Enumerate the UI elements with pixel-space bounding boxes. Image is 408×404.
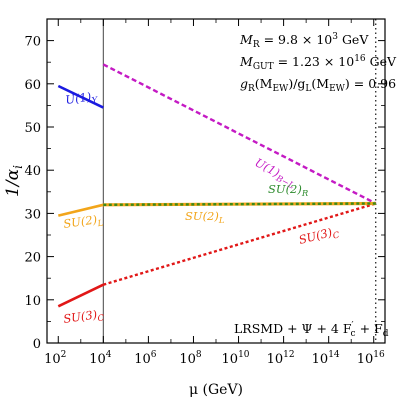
tick-layer: 0 10 20 30 40 50 60 70 102 104 106 108 1010 1012 1014 1… xyxy=(24,19,385,367)
series-label: SU(2)L xyxy=(62,212,104,234)
series-label: U(1)Y xyxy=(64,89,99,110)
x-tick-label: 104 xyxy=(89,350,112,367)
y-tick-label: 70 xyxy=(24,35,41,50)
y-tick-label: 40 xyxy=(24,164,41,179)
series-layer xyxy=(57,63,377,308)
series-line xyxy=(103,202,376,206)
y-axis-label: 1/αi xyxy=(3,165,25,197)
series-line xyxy=(57,84,104,109)
x-tick-label: 1014 xyxy=(312,350,340,367)
series-label: SU(2)L xyxy=(185,209,225,226)
x-tick-label: 106 xyxy=(134,350,157,367)
y-tick-label: 10 xyxy=(24,294,41,309)
y-tick-label: 20 xyxy=(24,251,41,266)
plot-frame xyxy=(46,18,386,344)
y-tick-label: 60 xyxy=(24,78,41,93)
series-line xyxy=(57,203,104,217)
annotation-mr: MR = 9.8 × 103 GeV xyxy=(239,32,369,50)
annotation-model: LRSMD + Ψ + 4 F′ c + Fd xyxy=(234,321,389,339)
series-line xyxy=(57,283,104,308)
series-line xyxy=(102,63,377,205)
series-label: SU(3)C xyxy=(62,306,105,329)
y-tick-label: 0 xyxy=(33,337,41,352)
x-tick-label: 1012 xyxy=(267,350,295,367)
x-tick-label: 1016 xyxy=(357,350,385,367)
y-tick-label: 30 xyxy=(24,207,41,222)
x-tick-label: 108 xyxy=(179,350,202,367)
annotation-mgut: MGUT = 1.23 × 1016 GeV xyxy=(239,54,397,72)
series-line xyxy=(102,202,377,286)
x-tick-label: 102 xyxy=(44,350,66,367)
x-tick-label: 1010 xyxy=(222,350,250,367)
plot-lines xyxy=(102,19,377,343)
annotation-coupling-ratio: gR(MEW)/gL(MEW) = 0.96 xyxy=(240,76,396,94)
x-axis-label: μ (GeV) xyxy=(189,382,243,398)
series-label: SU(3)C xyxy=(297,223,341,249)
curve-labels: U(1)YSU(2)LSU(3)CU(1)B−LSU(3)CSU(2)LSU(2… xyxy=(62,89,341,329)
series-label: SU(2)R xyxy=(268,182,309,199)
y-tick-label: 50 xyxy=(24,121,41,136)
